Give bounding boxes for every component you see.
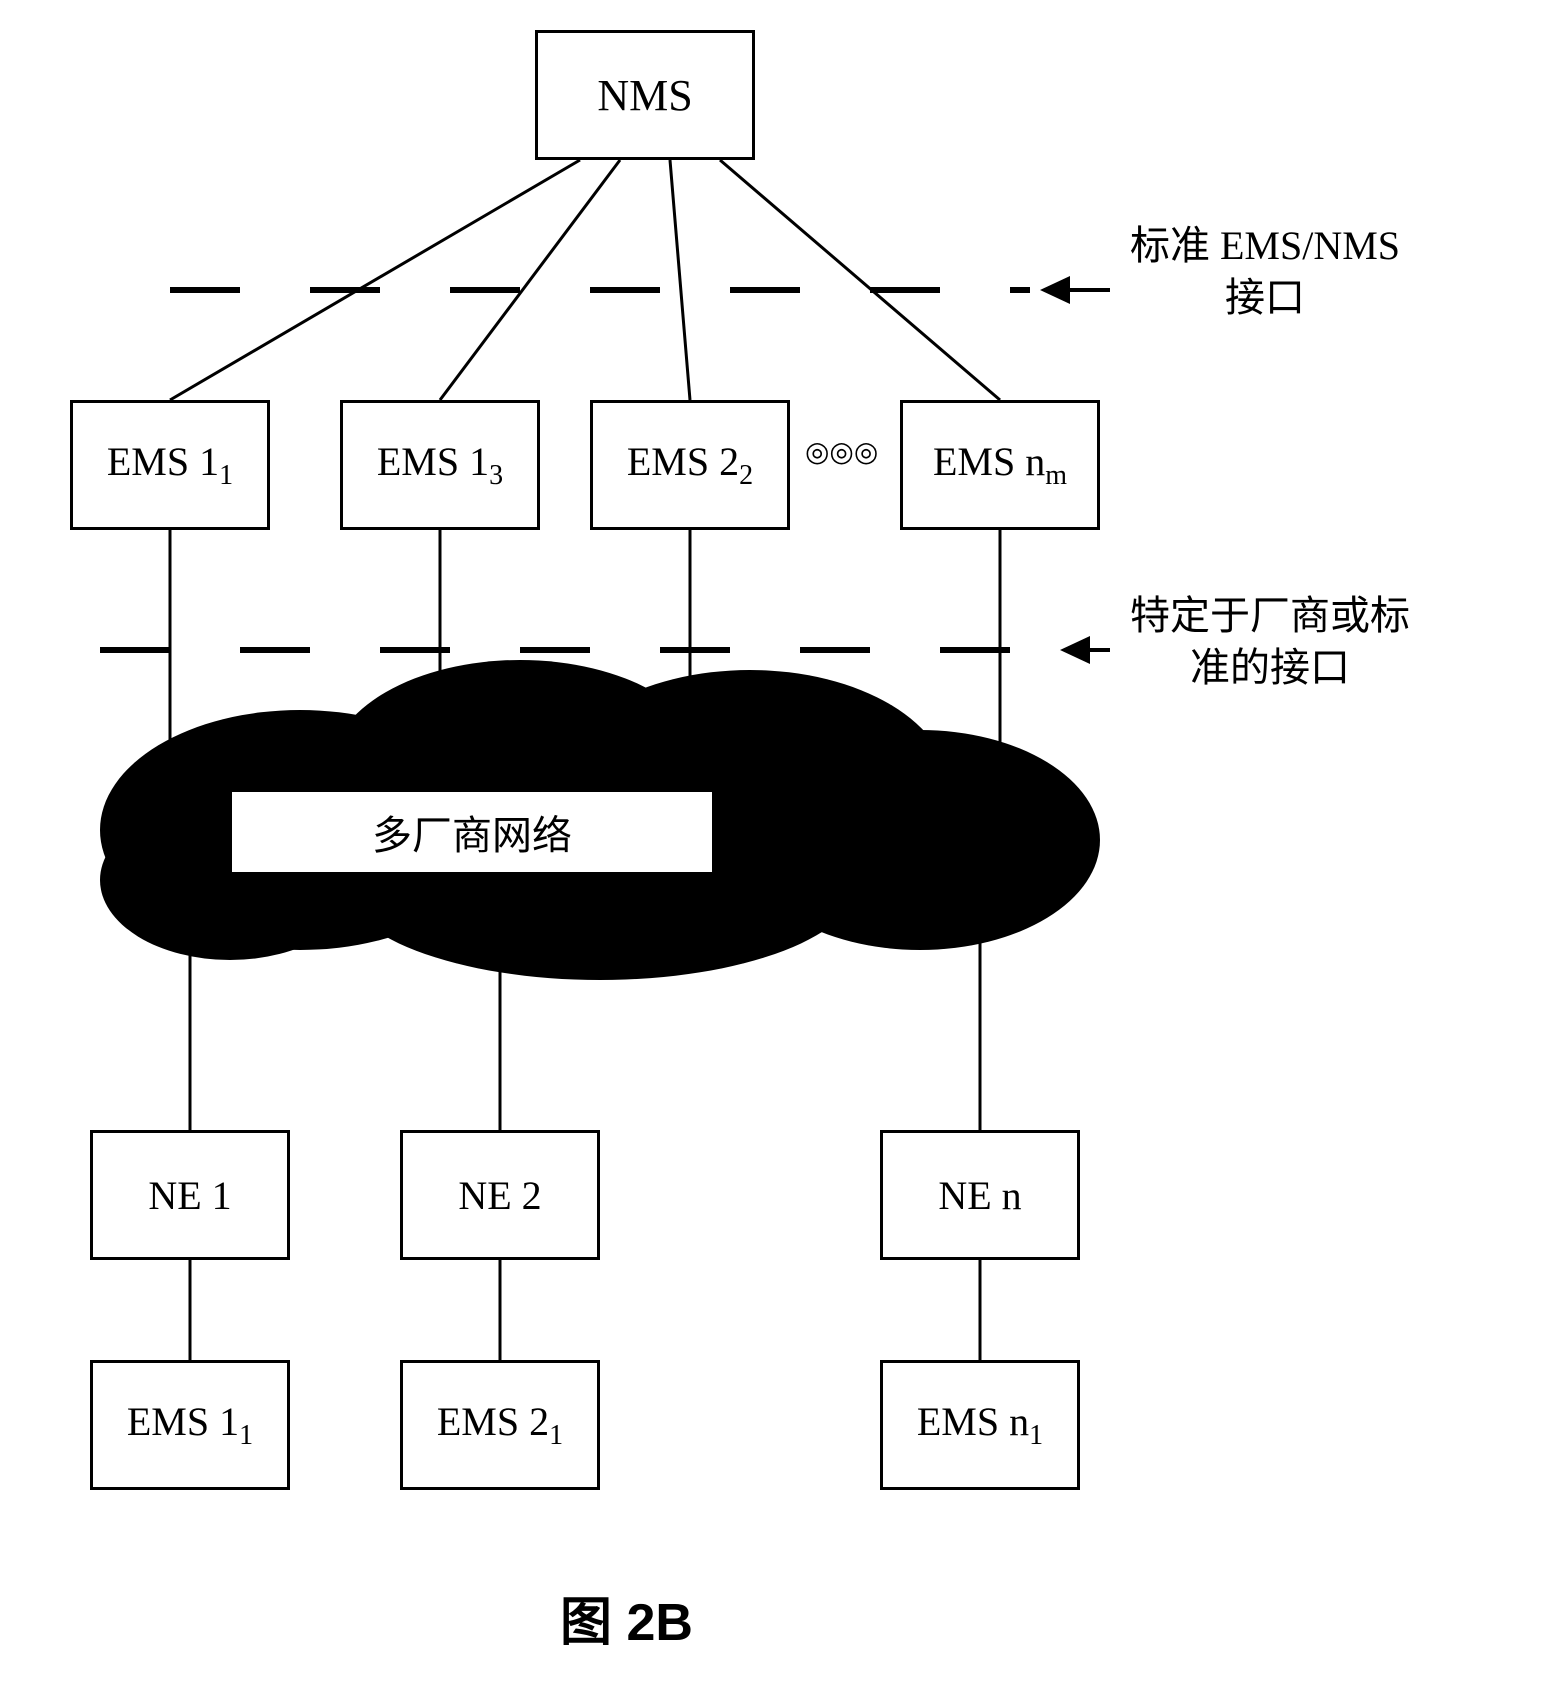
interface1-label: 标准 EMS/NMS接口 <box>1130 220 1400 324</box>
cloud-label-text: 多厂商网络 <box>372 803 572 861</box>
ems-box-3: EMS nm <box>900 400 1100 530</box>
ems-label: EMS nm <box>933 438 1067 492</box>
ems-bottom-label: EMS n1 <box>917 1398 1043 1452</box>
ems-label: EMS 11 <box>107 438 233 492</box>
nms-box: NMS <box>535 30 755 160</box>
ems-bottom-box-2: EMS n1 <box>880 1360 1080 1490</box>
ne-box-0: NE 1 <box>90 1130 290 1260</box>
ems-label: EMS 22 <box>627 438 753 492</box>
ems-bottom-label: EMS 11 <box>127 1398 253 1452</box>
nms-to-ems-lines <box>170 160 1000 400</box>
cloud-to-ne-lines <box>190 930 980 1130</box>
interface2-dashline <box>100 636 1110 664</box>
interface2-label: 特定于厂商或标准的接口 <box>1130 590 1410 694</box>
ems-box-2: EMS 22 <box>590 400 790 530</box>
ne-label: NE 2 <box>458 1172 541 1219</box>
ellipsis-icon: ◎◎◎ <box>805 435 878 471</box>
figure-caption: 图 2B <box>560 1580 693 1655</box>
ems-box-0: EMS 11 <box>70 400 270 530</box>
ne-label: NE n <box>938 1172 1021 1219</box>
nms-label: NMS <box>597 70 692 121</box>
caption-text: 图 2B <box>560 1594 693 1652</box>
ne-label: NE 1 <box>148 1172 231 1219</box>
ems-bottom-box-0: EMS 11 <box>90 1360 290 1490</box>
ne-box-2: NE n <box>880 1130 1080 1260</box>
ems-to-cloud-lines <box>170 530 1000 770</box>
ne-to-ems-lines <box>190 1260 980 1360</box>
ems-bottom-box-1: EMS 21 <box>400 1360 600 1490</box>
interface1-dashline <box>170 276 1110 304</box>
ne-box-1: NE 2 <box>400 1130 600 1260</box>
ems-bottom-label: EMS 21 <box>437 1398 563 1452</box>
cloud-label-box: 多厂商网络 <box>230 790 714 874</box>
ems-label: EMS 13 <box>377 438 503 492</box>
ems-box-1: EMS 13 <box>340 400 540 530</box>
